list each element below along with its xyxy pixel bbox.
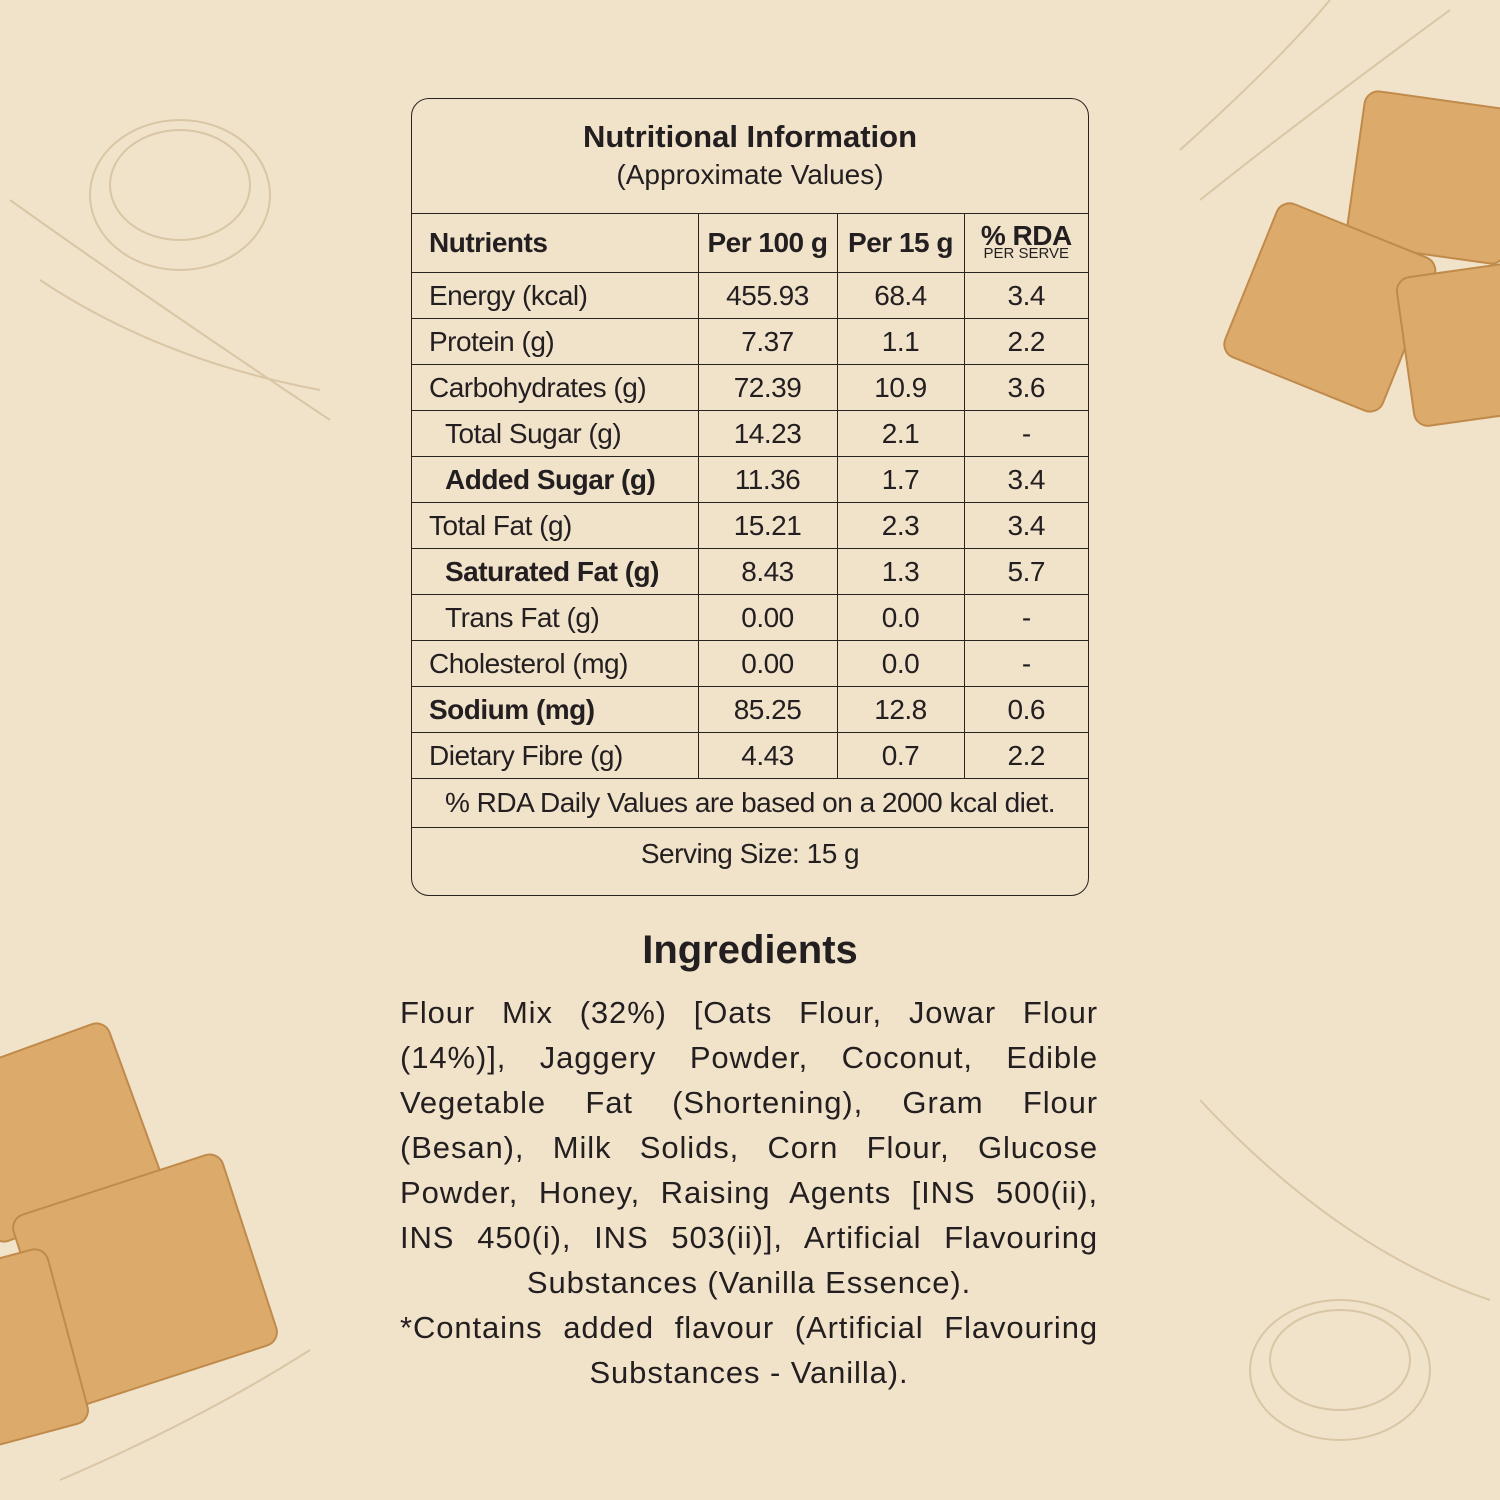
header-cell: Per 100 g	[697, 214, 838, 273]
nutrient-value: -	[963, 410, 1088, 457]
nutrient-name: Trans Fat (g)	[412, 594, 699, 641]
nutrient-row: Total Sugar (g) 14.23 2.1-	[412, 410, 1088, 457]
nutrient-value: 7.37	[697, 318, 838, 365]
header-note: PER SERVE	[983, 245, 1070, 262]
nutrient-value: -	[963, 594, 1088, 641]
nutrient-name: Total Fat (g)	[412, 502, 699, 549]
nutrient-value: 8.43	[697, 548, 838, 595]
nutrient-name: Saturated Fat (g)	[412, 548, 699, 595]
footnote-row: % RDA Daily Values are based on a 2000 k…	[412, 778, 1088, 828]
nutrient-row: Saturated Fat (g) 8.43 1.3 5.7	[412, 548, 1088, 595]
nutrient-value: 11.36	[697, 456, 838, 503]
nutrient-value: 1.7	[836, 456, 965, 503]
nutrient-value: 2.2	[963, 318, 1088, 365]
nutrient-row: Energy (kcal) 455.93 68.4 3.4	[412, 272, 1088, 319]
nutrient-name: Total Sugar (g)	[412, 410, 699, 457]
biscuits	[0, 90, 1500, 1452]
nutrient-value: 0.00	[697, 640, 838, 687]
ingredients-paragraph: Flour Mix (32%) [Oats Flour, Jowar Flour…	[400, 995, 1098, 1300]
nutrient-value: 5.7	[963, 548, 1088, 595]
nutrient-value: 10.9	[836, 364, 965, 411]
nutrient-value: 15.21	[697, 502, 838, 549]
nutrient-value: 0.0	[836, 640, 965, 687]
nutrient-value: 1.3	[836, 548, 965, 595]
nutrient-name: Carbohydrates (g)	[412, 364, 699, 411]
header-cell: Per 15 g	[836, 214, 965, 273]
nutrient-value: 4.43	[697, 732, 838, 779]
subtitle: (Approximate Values)	[616, 159, 884, 190]
sketch	[9, 0, 1491, 1481]
header-row: Nutrients Per 100 g Per 15 g% RDA PER SERVE	[412, 214, 1088, 273]
header-cell: Nutrients	[412, 214, 699, 273]
nutrient-name: Dietary Fibre (g)	[412, 732, 699, 779]
nutrition-table: Nutritional Information (Approximate Val…	[411, 98, 1089, 896]
nutrient-value: 85.25	[697, 686, 838, 733]
nutrient-row: Dietary Fibre (g) 4.43 0.7 2.2	[412, 732, 1088, 779]
ingredients-paragraph: *Contains added flavour (Artificial Flav…	[400, 1310, 1098, 1390]
nutrient-row: Added Sugar (g) 11.36 1.7 3.4	[412, 456, 1088, 503]
nutrient-row: Cholesterol (mg) 0.00 0.0-	[412, 640, 1088, 687]
nutrient-value: 3.6	[963, 364, 1088, 411]
nutrient-value: 0.6	[963, 686, 1088, 733]
nutrient-value: 0.00	[697, 594, 838, 641]
nutrient-value: 68.4	[836, 272, 965, 319]
title: Nutritional Information	[582, 119, 918, 154]
serving-row: Serving Size: 15 g	[412, 827, 1088, 879]
nutrient-value: -	[963, 640, 1088, 687]
nutrient-value: 1.1	[836, 318, 965, 365]
nutrient-value: 455.93	[697, 272, 838, 319]
nutrient-value: 0.7	[836, 732, 965, 779]
ingredients-text: Flour Mix (32%) [Oats Flour, Jowar Flour…	[400, 990, 1098, 1395]
table: Nutrients Per 100 g Per 15 g% RDA PER SERVE…	[412, 214, 1088, 879]
nutrient-name: Protein (g)	[412, 318, 699, 365]
header-text: % RDA	[980, 220, 1072, 251]
nutrient-value: 14.23	[697, 410, 838, 457]
nutrient-value: 3.4	[963, 502, 1088, 549]
nutrient-row: Trans Fat (g) 0.00 0.0-	[412, 594, 1088, 641]
footnote: % RDA Daily Values are based on a 2000 k…	[412, 778, 1088, 828]
table-header: Nutritional Information (Approximate Val…	[412, 99, 1088, 214]
ingredients-title: Ingredients	[642, 928, 858, 972]
nutrient-row: Carbohydrates (g) 72.39 10.9 3.6	[412, 364, 1088, 411]
nutrient-value: 2.3	[836, 502, 965, 549]
nutrient-row: Protein (g) 7.37 1.1 2.2	[412, 318, 1088, 365]
nutrient-row: Total Fat (g) 15.21 2.3 3.4	[412, 502, 1088, 549]
nutrient-value: 12.8	[836, 686, 965, 733]
nutrient-value: 72.39	[697, 364, 838, 411]
nutrient-value: 0.0	[836, 594, 965, 641]
serving: Serving Size: 15 g	[412, 827, 1088, 879]
nutrient-name: Added Sugar (g)	[412, 456, 699, 503]
nutrient-name: Sodium (mg)	[412, 686, 699, 733]
header-cell: % RDA PER SERVE	[963, 214, 1088, 273]
nutrient-value: 3.4	[963, 456, 1088, 503]
nutrient-row: Sodium (mg) 85.25 12.8 0.6	[412, 686, 1088, 733]
nutrient-name: Energy (kcal)	[412, 272, 699, 319]
nutrient-value: 2.2	[963, 732, 1088, 779]
nutrient-value: 2.1	[836, 410, 965, 457]
nutrient-value: 3.4	[963, 272, 1088, 319]
nutrient-name: Cholesterol (mg)	[412, 640, 699, 687]
